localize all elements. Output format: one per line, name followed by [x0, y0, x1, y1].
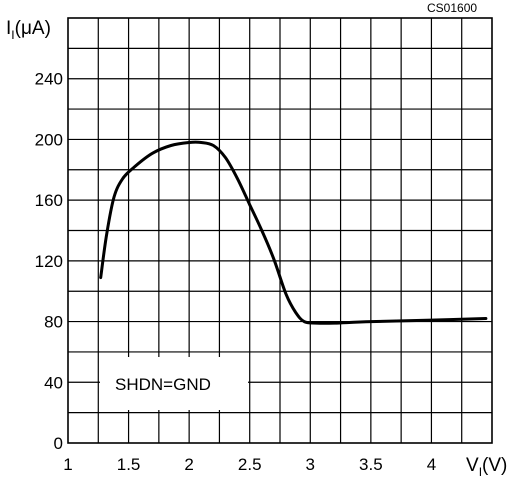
x-tick-label: 3 [306, 455, 315, 474]
y-tick-label: 160 [35, 191, 63, 210]
y-tick-label: 240 [35, 70, 63, 89]
x-axis-unit: (V) [482, 455, 507, 476]
x-axis-title: VI(V) [466, 455, 507, 479]
x-tick-label: 2 [184, 455, 193, 474]
y-axis-title: II(μA) [6, 18, 51, 42]
y-tick-label: 40 [44, 373, 63, 392]
figure-code-label: CS01600 [427, 1, 477, 15]
y-axis-unit: (μA) [15, 18, 51, 39]
y-tick-label: 200 [35, 130, 63, 149]
plot-frame [67, 17, 493, 444]
x-tick-label: 1 [63, 455, 72, 474]
y-tick-labels: 0 40 80 120 160 200 240 [35, 70, 63, 453]
x-axis-quantity: V [466, 455, 479, 476]
y-tick-label: 120 [35, 252, 63, 271]
y-tick-label: 0 [54, 434, 63, 453]
x-tick-label: 1.5 [117, 455, 141, 474]
x-tick-label: 2.5 [238, 455, 262, 474]
x-tick-label: 4 [427, 455, 436, 474]
annotation-shdn-gnd: SHDN=GND [115, 375, 211, 394]
annotation-box [100, 357, 248, 410]
y-axis-subscript: I [11, 28, 14, 42]
x-tick-label: 3.5 [359, 455, 383, 474]
x-axis-subscript: I [479, 465, 482, 479]
x-tick-labels: 1 1.5 2 2.5 3 3.5 4 [63, 455, 436, 474]
series-line [99, 140, 488, 325]
y-tick-label: 80 [44, 313, 63, 332]
horizontal-gridlines [68, 47, 492, 414]
y-axis-quantity: I [6, 18, 11, 39]
